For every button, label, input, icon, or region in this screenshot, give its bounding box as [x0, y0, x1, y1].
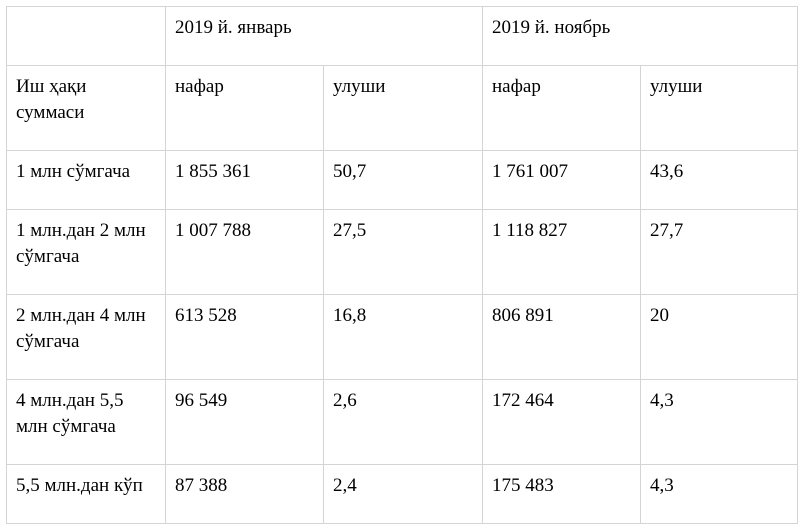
- share-january-cell: 2,6: [323, 379, 483, 465]
- period-header-row: 2019 й. январь 2019 й. ноябрь: [6, 6, 799, 66]
- row-header-label: Иш ҳақи суммаси: [6, 65, 166, 151]
- count-january-cell: 96 549: [165, 379, 324, 465]
- row-label: 5,5 млн.дан кўп: [6, 464, 166, 524]
- row-label: 2 млн.дан 4 млн сўмгача: [6, 294, 166, 380]
- subheader-share-january: улуши: [323, 65, 483, 151]
- count-november-cell: 172 464: [482, 379, 641, 465]
- salary-distribution-table: 2019 й. январь 2019 й. ноябрь Иш ҳақи су…: [6, 6, 799, 524]
- count-november-cell: 1 118 827: [482, 209, 641, 295]
- count-january-cell: 1 855 361: [165, 150, 324, 210]
- count-november-cell: 175 483: [482, 464, 641, 524]
- share-january-cell: 27,5: [323, 209, 483, 295]
- share-january-cell: 16,8: [323, 294, 483, 380]
- share-november-cell: 4,3: [639, 464, 799, 524]
- table-row: 4 млн.дан 5,5 млн сўмгача 96 549 2,6 172…: [6, 379, 799, 465]
- table-row: 5,5 млн.дан кўп 87 388 2,4 175 483 4,3: [6, 464, 799, 524]
- empty-corner-cell: [6, 6, 166, 66]
- share-november-cell: 20: [639, 294, 799, 380]
- share-january-cell: 50,7: [323, 150, 483, 210]
- row-label: 1 млн сўмгача: [6, 150, 166, 210]
- share-november-cell: 43,6: [639, 150, 799, 210]
- count-january-cell: 613 528: [165, 294, 324, 380]
- subheader-count-january: нафар: [165, 65, 324, 151]
- row-label: 4 млн.дан 5,5 млн сўмгача: [6, 379, 166, 465]
- subheader-share-november: улуши: [639, 65, 799, 151]
- count-november-cell: 1 761 007: [482, 150, 641, 210]
- count-january-cell: 87 388: [165, 464, 324, 524]
- count-november-cell: 806 891: [482, 294, 641, 380]
- table-row: 2 млн.дан 4 млн сўмгача 613 528 16,8 806…: [6, 294, 799, 380]
- row-label: 1 млн.дан 2 млн сўмгача: [6, 209, 166, 295]
- share-november-cell: 4,3: [639, 379, 799, 465]
- period-header-november: 2019 й. ноябрь: [481, 6, 799, 66]
- table-row: 1 млн сўмгача 1 855 361 50,7 1 761 007 4…: [6, 150, 799, 210]
- period-header-january: 2019 й. январь: [165, 6, 483, 66]
- share-november-cell: 27,7: [639, 209, 799, 295]
- subheader-count-november: нафар: [482, 65, 641, 151]
- table-row: 1 млн.дан 2 млн сўмгача 1 007 788 27,5 1…: [6, 209, 799, 295]
- share-january-cell: 2,4: [323, 464, 483, 524]
- count-january-cell: 1 007 788: [165, 209, 324, 295]
- column-header-row: Иш ҳақи суммаси нафар улуши нафар улуши: [6, 65, 799, 151]
